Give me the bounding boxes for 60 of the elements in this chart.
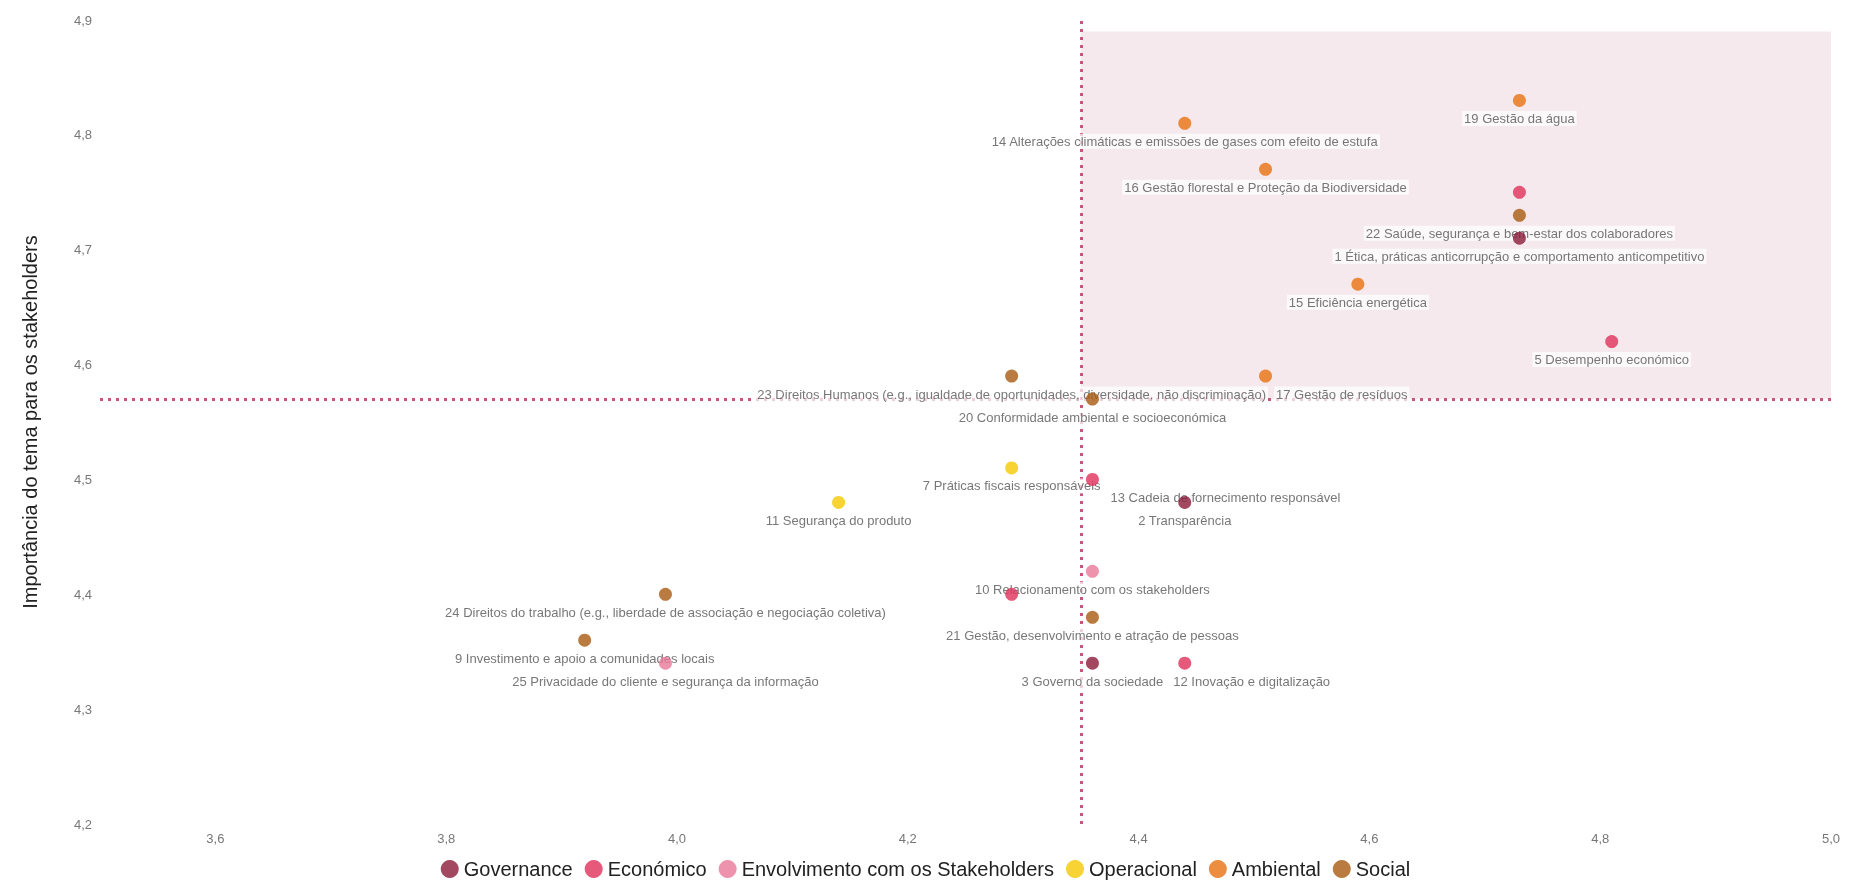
point — [1178, 656, 1192, 670]
point — [1178, 116, 1192, 130]
annotation: 9 Investimento e apoio a comunidades locais — [454, 650, 715, 666]
y-tick-label: 4,7 — [73, 242, 92, 258]
point — [1259, 369, 1273, 383]
y-tick-label: 4,4 — [73, 586, 92, 602]
annotation: 20 Conformidade ambiental e socioeconómica — [958, 409, 1227, 425]
legend-label: Governance — [463, 858, 573, 880]
y-axis-title: Importância do tema para os stakeholders — [19, 235, 41, 609]
legend-label: Ambiental — [1231, 858, 1321, 880]
annotation: 22 Saúde, segurança e bem-estar dos colaboradores — [1365, 225, 1674, 241]
point — [1085, 610, 1099, 624]
annotation: 1 Ética, práticas anticorrupção e comportamento anticompetitivo — [1334, 248, 1705, 264]
annotation: 5 Desempenho económico — [1534, 352, 1690, 368]
annotation: 25 Privacidade do cliente e segurança da informação — [512, 673, 819, 689]
point — [1005, 461, 1019, 475]
point — [578, 633, 592, 647]
point — [1085, 656, 1099, 670]
annotation: 2 Transparência — [1138, 512, 1233, 528]
annotation: 11 Segurança do produto — [765, 512, 912, 528]
legend-label: Operacional — [1089, 858, 1197, 880]
point — [1351, 277, 1365, 291]
annotation: 15 Eficiência energética — [1288, 294, 1428, 310]
legend-label: Social — [1355, 858, 1411, 880]
annotation: 7 Práticas fiscais responsáveis — [922, 478, 1102, 494]
annotation: 24 Direitos do trabalho (e.g., liberdade de associação e negociação coletiva) — [445, 604, 886, 620]
x-tick-label: 4,0 — [667, 831, 687, 846]
point — [1512, 208, 1526, 222]
annotation: 14 Alterações climáticas e emissões de gases com efeito de estufa — [991, 133, 1379, 149]
x-tick-label: 3,6 — [206, 831, 225, 846]
point — [832, 495, 846, 509]
point — [1259, 162, 1273, 176]
x-tick-label: 4,6 — [1360, 831, 1379, 846]
annotation: 16 Gestão florestal e Proteção da Biodiversidade — [1124, 179, 1407, 195]
y-tick-label: 4,6 — [73, 357, 92, 373]
y-tick-label: 4,9 — [73, 12, 92, 28]
x-tick-label: 4,4 — [1129, 831, 1148, 846]
point — [1085, 564, 1099, 578]
annotation: 21 Gestão, desenvolvimento e atração de pessoas — [946, 627, 1240, 643]
annotation: 12 Inovação e digitalização — [1173, 673, 1331, 689]
annotation: 19 Gestão da água — [1464, 110, 1576, 126]
x-tick-label: 5,0 — [1821, 831, 1841, 846]
annotation: 17 Gestão de resíduos — [1276, 386, 1409, 402]
annotation: 3 Governo da sociedade — [1021, 673, 1164, 689]
point — [1512, 93, 1526, 107]
x-tick-label: 4,2 — [898, 831, 917, 846]
annotation: 23 Direitos Humanos (e.g., igualdade de oportunidades, diversidade, não discriminação) — [757, 386, 1267, 402]
point — [658, 587, 672, 601]
y-tick-label: 4,2 — [73, 816, 92, 832]
point — [1605, 335, 1619, 349]
point — [1005, 369, 1019, 383]
y-tick-label: 4,8 — [73, 127, 92, 143]
annotation: 10 Relacionamento com os stakeholders — [975, 581, 1211, 597]
y-tick-label: 4,3 — [73, 701, 92, 717]
point — [1512, 185, 1526, 199]
legend-label: Envolvimento com os Stakeholders — [741, 858, 1055, 880]
x-tick-label: 4,8 — [1591, 831, 1610, 846]
legend-label: Económico — [607, 858, 707, 880]
x-tick-label: 3,8 — [437, 831, 456, 846]
y-tick-label: 4,5 — [73, 471, 92, 487]
